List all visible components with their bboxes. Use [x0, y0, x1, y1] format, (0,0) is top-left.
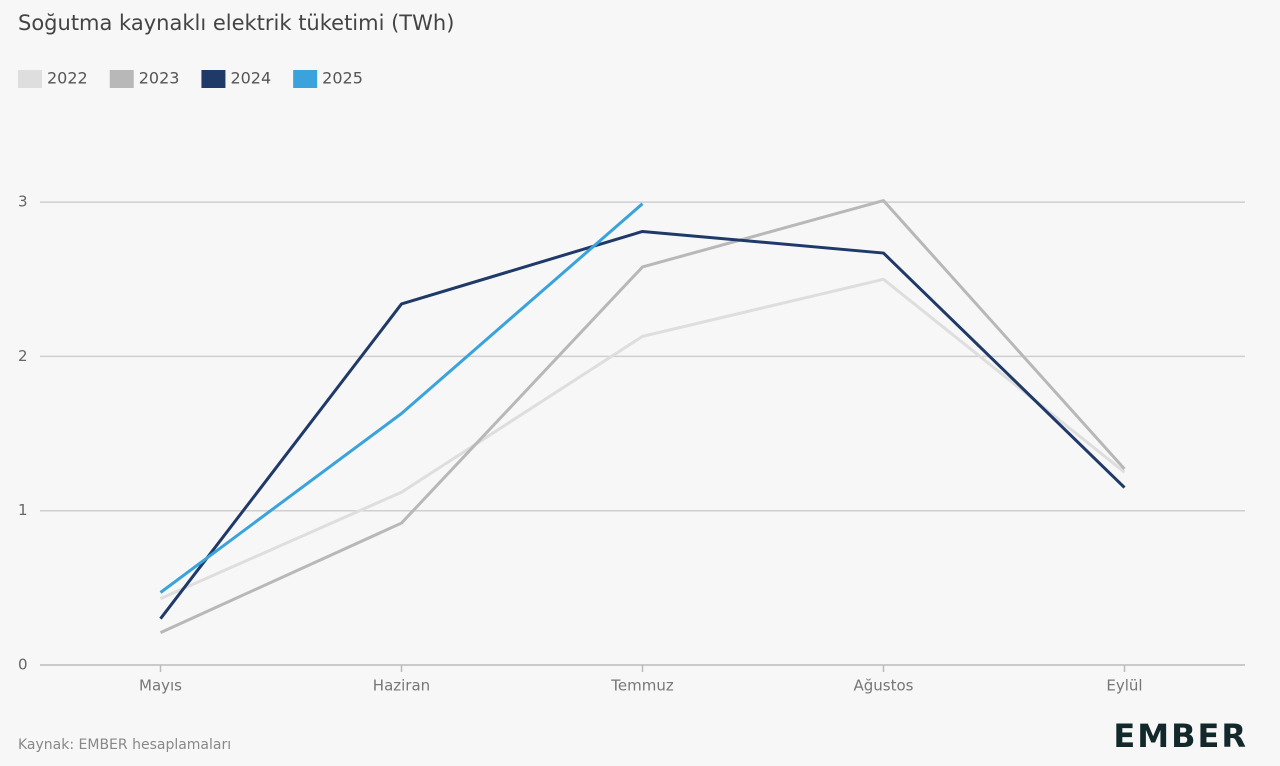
source-note: Kaynak: EMBER hesaplamaları: [18, 737, 231, 753]
x-tick-label: Ağustos: [854, 677, 914, 695]
y-tick-label: 3: [18, 193, 28, 211]
legend-swatch: [109, 70, 134, 88]
legend-swatch: [201, 70, 226, 88]
y-tick-label: 1: [18, 501, 28, 519]
x-tick-label: Temmuz: [610, 677, 674, 695]
legend-swatch: [293, 70, 318, 88]
chart-title: Soğutma kaynaklı elektrik tüketimi (TWh): [18, 11, 454, 35]
legend-label: 2024: [230, 69, 271, 88]
legend-label: 2023: [139, 69, 180, 88]
series-line: [159, 202, 644, 594]
legend-swatch: [18, 70, 42, 88]
x-tick-label: Mayıs: [139, 677, 182, 695]
series-line: [159, 229, 1126, 620]
legend-label: 2022: [47, 69, 88, 88]
brand-logo: EMBER: [1113, 717, 1248, 755]
x-tick-label: Eylül: [1106, 677, 1142, 695]
series-line: [159, 277, 1126, 601]
legend-label: 2025: [322, 69, 363, 88]
y-tick-label: 2: [18, 347, 28, 365]
series-line: [159, 199, 1126, 634]
x-tick-label: Haziran: [373, 677, 430, 695]
y-tick-label: 0: [18, 656, 28, 674]
